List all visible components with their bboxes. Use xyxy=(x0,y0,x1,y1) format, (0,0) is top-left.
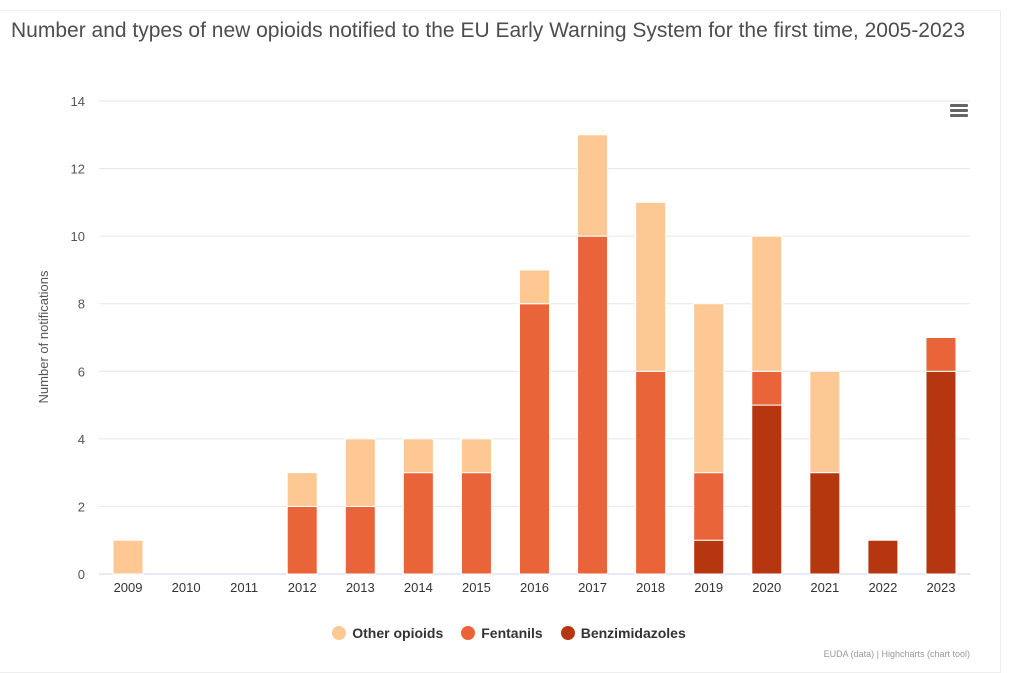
bar-other-opioids-2009[interactable] xyxy=(112,539,144,575)
x-tick-label: 2016 xyxy=(520,580,549,595)
y-tick-label: 12 xyxy=(71,162,85,177)
x-tick-label: 2021 xyxy=(810,580,839,595)
x-tick-label: 2011 xyxy=(230,580,258,595)
bar-benzimidazoles-2021[interactable] xyxy=(809,472,841,575)
legend-item-benzimidazoles[interactable]: Benzimidazoles xyxy=(560,625,686,641)
legend: Other opioids Fentanils Benzimidazoles xyxy=(0,625,1018,643)
x-tick-label: 2010 xyxy=(172,580,201,595)
x-tick-label: 2018 xyxy=(636,580,665,595)
legend-marker-icon xyxy=(560,626,575,640)
bar-other-opioids-2013[interactable] xyxy=(344,438,376,507)
credits[interactable]: EUDA (data) | Highcharts (chart tool) xyxy=(823,649,970,659)
legend-label: Benzimidazoles xyxy=(580,625,686,641)
x-tick-label: 2022 xyxy=(868,580,897,595)
bar-fentanils-2017[interactable] xyxy=(577,235,609,575)
legend-item-fentanils[interactable]: Fentanils xyxy=(461,625,543,641)
y-tick-label: 8 xyxy=(78,297,85,312)
bar-fentanils-2012[interactable] xyxy=(286,505,318,575)
x-tick-label: 2013 xyxy=(346,580,375,595)
x-tick-label: 2017 xyxy=(578,580,607,595)
bar-benzimidazoles-2020[interactable] xyxy=(751,404,783,575)
y-tick-label: 6 xyxy=(78,364,85,379)
x-tick-label: 2020 xyxy=(752,580,781,595)
x-tick-label: 2009 xyxy=(114,580,143,595)
bar-fentanils-2018[interactable] xyxy=(635,370,667,575)
bar-fentanils-2020[interactable] xyxy=(751,370,783,406)
hamburger-menu-icon[interactable] xyxy=(950,104,968,118)
x-tick-label: 2012 xyxy=(288,580,317,595)
y-tick-label: 14 xyxy=(71,94,85,109)
x-tick-label: 2014 xyxy=(404,580,433,595)
bar-other-opioids-2018[interactable] xyxy=(635,201,667,372)
bar-other-opioids-2021[interactable] xyxy=(809,370,841,474)
x-tick-label: 2015 xyxy=(462,580,491,595)
bar-fentanils-2014[interactable] xyxy=(402,472,434,575)
legend-label: Other opioids xyxy=(352,625,444,641)
y-tick-label: 0 xyxy=(78,567,85,582)
bar-fentanils-2015[interactable] xyxy=(460,472,492,575)
y-tick-label: 2 xyxy=(78,499,85,514)
bar-other-opioids-2014[interactable] xyxy=(402,438,434,474)
y-tick-label: 4 xyxy=(78,432,85,447)
legend-item-other-opioids[interactable]: Other opioids xyxy=(332,625,443,641)
x-tick-label: 2023 xyxy=(927,580,956,595)
legend-marker-icon xyxy=(461,626,476,640)
chart-title: Number and types of new opioids notified… xyxy=(11,19,966,42)
legend-label: Fentanils xyxy=(481,625,543,641)
legend-marker-icon xyxy=(332,626,347,640)
bar-benzimidazoles-2019[interactable] xyxy=(693,539,725,575)
bar-fentanils-2016[interactable] xyxy=(519,303,550,575)
y-axis-label: Number of notifications xyxy=(36,270,51,403)
bar-fentanils-2023[interactable] xyxy=(925,337,957,372)
bar-other-opioids-2020[interactable] xyxy=(751,235,783,372)
bar-other-opioids-2019[interactable] xyxy=(693,303,725,474)
bar-other-opioids-2015[interactable] xyxy=(460,438,492,474)
bar-fentanils-2019[interactable] xyxy=(693,472,725,541)
bar-other-opioids-2012[interactable] xyxy=(286,472,318,507)
x-tick-label: 2019 xyxy=(694,580,723,595)
bar-benzimidazoles-2022[interactable] xyxy=(867,539,899,575)
bar-other-opioids-2017[interactable] xyxy=(577,134,609,237)
bar-benzimidazoles-2023[interactable] xyxy=(925,370,957,575)
y-tick-label: 10 xyxy=(71,229,85,244)
bar-fentanils-2013[interactable] xyxy=(344,505,376,575)
bar-other-opioids-2016[interactable] xyxy=(519,269,550,305)
